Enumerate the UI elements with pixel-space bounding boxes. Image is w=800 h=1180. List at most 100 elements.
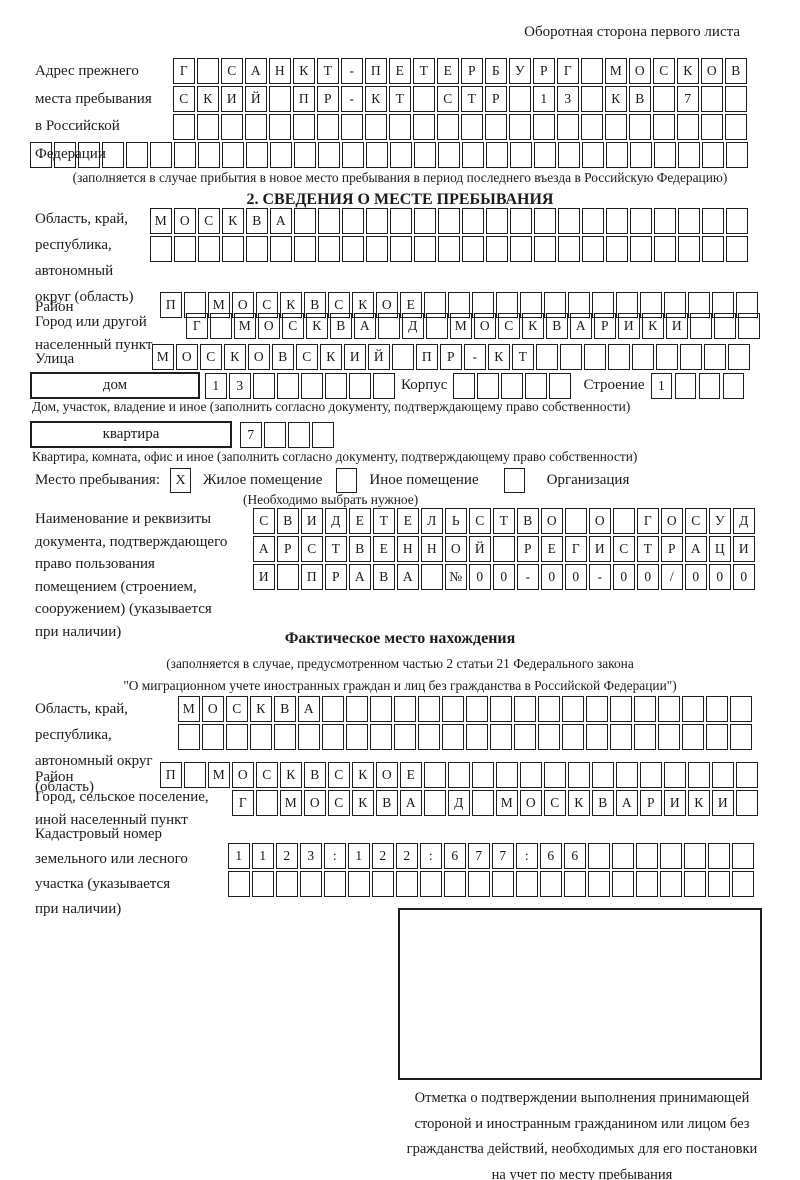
char-cell: Г <box>565 536 587 562</box>
char-cell <box>426 313 448 339</box>
other-premises-label: Иное помещение <box>369 472 479 488</box>
char-cell: К <box>306 313 328 339</box>
char-cell <box>568 292 590 318</box>
char-cell: М <box>152 344 174 370</box>
sheet-side-note: Оборотная сторона первого листа <box>524 24 740 40</box>
char-cell: 6 <box>564 843 586 869</box>
actual-district-label: Район <box>35 769 74 785</box>
char-cell: № <box>445 564 467 590</box>
char-cell <box>706 724 728 750</box>
char-cell: Ц <box>709 536 731 562</box>
char-cell <box>294 142 316 168</box>
char-cell <box>678 208 700 234</box>
char-cell <box>726 142 748 168</box>
char-cell <box>509 114 531 140</box>
char-cell <box>414 142 436 168</box>
char-cell <box>461 114 483 140</box>
char-cell <box>536 344 558 370</box>
char-cell <box>608 344 630 370</box>
char-cell <box>150 236 172 262</box>
char-cell: Г <box>232 790 254 816</box>
char-cell <box>318 142 340 168</box>
char-cell <box>677 114 699 140</box>
char-cell <box>342 208 364 234</box>
char-cell: Т <box>317 58 339 84</box>
char-cell: М <box>605 58 627 84</box>
char-cell <box>688 762 710 788</box>
char-cell <box>372 871 394 897</box>
char-cell: О <box>232 292 254 318</box>
char-cell: О <box>589 508 611 534</box>
char-cell: / <box>661 564 683 590</box>
char-cell: Е <box>541 536 563 562</box>
char-cell <box>468 871 490 897</box>
char-cell <box>630 142 652 168</box>
char-cell: О <box>232 762 254 788</box>
char-cell: 0 <box>709 564 731 590</box>
char-cell <box>421 564 443 590</box>
char-cell: А <box>298 696 320 722</box>
char-cell: С <box>282 313 304 339</box>
char-cell: М <box>450 313 472 339</box>
char-cell <box>636 843 658 869</box>
char-cell <box>418 724 440 750</box>
char-cell: Д <box>325 508 347 534</box>
char-cell <box>586 696 608 722</box>
char-cell: Р <box>440 344 462 370</box>
street-label: Улица <box>35 351 75 367</box>
char-cell <box>581 86 603 112</box>
char-cell: С <box>256 762 278 788</box>
char-cell: 1 <box>533 86 555 112</box>
char-cell <box>712 292 734 318</box>
char-cell: О <box>520 790 542 816</box>
char-cell <box>477 372 499 399</box>
char-cell <box>634 724 656 750</box>
char-cell <box>396 871 418 897</box>
char-cell <box>732 871 754 897</box>
section2-title: 2. СВЕДЕНИЯ О МЕСТЕ ПРЕБЫВАНИЯ <box>246 191 554 208</box>
char-cell <box>438 236 460 262</box>
char-cell: П <box>293 86 315 112</box>
char-cell <box>514 696 536 722</box>
char-cell: Т <box>325 536 347 562</box>
char-cell <box>256 790 278 816</box>
char-cell: В <box>349 536 371 562</box>
char-cell <box>342 236 364 262</box>
char-cell: П <box>416 344 438 370</box>
char-cell <box>472 762 494 788</box>
residential-checkbox: X <box>170 468 191 493</box>
char-cell <box>413 86 435 112</box>
char-cell: - <box>589 564 611 590</box>
char-cell: 7 <box>677 86 699 112</box>
place-type-label: Место пребывания: <box>35 472 160 488</box>
char-cell <box>702 236 724 262</box>
char-cell: 1 <box>205 372 227 399</box>
char-cell: К <box>222 208 244 234</box>
char-cell <box>392 344 414 370</box>
char-cell: И <box>589 536 611 562</box>
char-cell <box>324 871 346 897</box>
char-cell: Р <box>517 536 539 562</box>
char-cell: М <box>280 790 302 816</box>
char-cell <box>472 292 494 318</box>
char-cell: В <box>330 313 352 339</box>
char-cell <box>486 236 508 262</box>
char-cell: Г <box>173 58 195 84</box>
char-cell <box>653 114 675 140</box>
char-cell: 1 <box>348 843 370 869</box>
char-cell: В <box>517 508 539 534</box>
char-cell <box>269 114 291 140</box>
char-cell <box>102 142 124 168</box>
char-cell <box>674 372 697 399</box>
char-cell <box>246 236 268 262</box>
char-cell <box>366 236 388 262</box>
char-cell: О <box>629 58 651 84</box>
char-cell: Л <box>421 508 443 534</box>
residential-checkbox-mark: X <box>175 472 186 488</box>
place-type-line: Место пребывания: X Жилое помещение Иное… <box>35 468 629 493</box>
char-cell <box>725 86 747 112</box>
stroenie-cells: 1 <box>650 372 747 399</box>
